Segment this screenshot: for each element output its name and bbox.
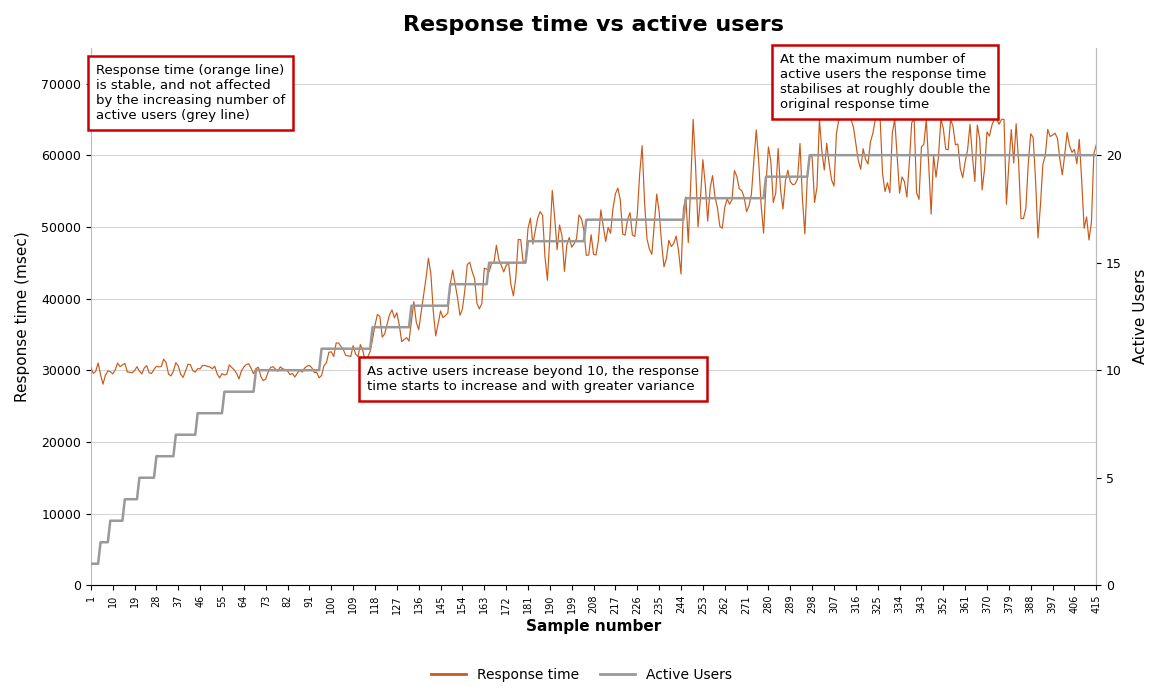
Y-axis label: Response time (msec): Response time (msec): [15, 231, 30, 402]
Title: Response time vs active users: Response time vs active users: [404, 15, 784, 35]
Y-axis label: Active Users: Active Users: [1133, 269, 1148, 364]
Text: Response time (orange line)
is stable, and not affected
by the increasing number: Response time (orange line) is stable, a…: [95, 64, 285, 121]
Text: At the maximum number of
active users the response time
stabilises at roughly do: At the maximum number of active users th…: [779, 53, 990, 111]
X-axis label: Sample number: Sample number: [526, 619, 662, 634]
Legend: Response time, Active Users: Response time, Active Users: [426, 662, 737, 688]
Text: As active users increase beyond 10, the response
time starts to increase and wit: As active users increase beyond 10, the …: [368, 365, 699, 393]
